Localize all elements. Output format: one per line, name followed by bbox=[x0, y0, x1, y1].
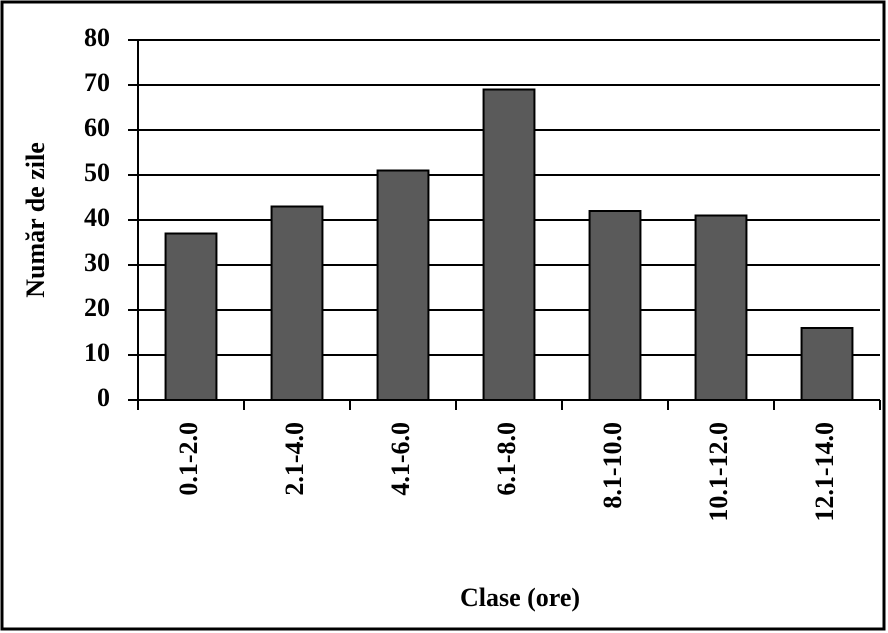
bar bbox=[164, 232, 218, 401]
bar bbox=[376, 169, 430, 401]
y-tick-label: 60 bbox=[84, 113, 110, 142]
y-tick-label: 80 bbox=[84, 23, 110, 52]
x-tick-label: 0.1-2.0 bbox=[174, 422, 203, 496]
x-tick-label: 8.1-10.0 bbox=[598, 422, 627, 509]
bar bbox=[270, 205, 324, 401]
y-axis-label: Număr de zile bbox=[21, 142, 50, 298]
y-tick-label: 10 bbox=[84, 338, 110, 367]
y-tick-label: 70 bbox=[84, 68, 110, 97]
bar bbox=[482, 88, 536, 401]
x-tick-label: 6.1-8.0 bbox=[492, 422, 521, 496]
bar bbox=[588, 210, 642, 401]
x-tick-label: 4.1-6.0 bbox=[386, 422, 415, 496]
x-tick-label: 10.1-12.0 bbox=[704, 422, 733, 522]
x-axis-label: Clase (ore) bbox=[460, 583, 580, 612]
y-tick-label: 40 bbox=[84, 203, 110, 232]
bar bbox=[800, 327, 854, 401]
x-tick-label: 12.1-14.0 bbox=[810, 422, 839, 522]
bar bbox=[694, 214, 748, 401]
y-tick-label: 0 bbox=[97, 383, 110, 412]
y-tick-label: 50 bbox=[84, 158, 110, 187]
y-tick-label: 20 bbox=[84, 293, 110, 322]
y-tick-label: 30 bbox=[84, 248, 110, 277]
x-tick-label: 2.1-4.0 bbox=[280, 422, 309, 496]
